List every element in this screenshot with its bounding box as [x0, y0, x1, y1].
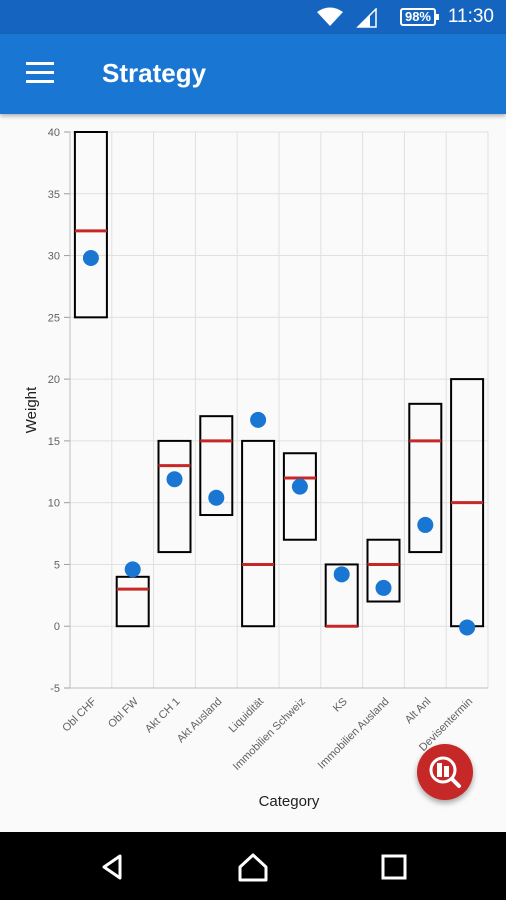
actual-point: [291, 478, 308, 495]
navigation-bar: [0, 832, 506, 900]
y-tick-label: 35: [48, 189, 60, 201]
actual-point: [459, 619, 476, 636]
portfolio-search-button[interactable]: [417, 744, 473, 800]
x-tick-label: Obl FW: [106, 695, 141, 730]
range-box: [199, 415, 234, 517]
x-tick-label: Akt Ausland: [175, 696, 225, 746]
app-bar: Strategy: [0, 34, 506, 114]
actual-point: [82, 250, 99, 267]
actual-point: [375, 579, 392, 596]
y-tick-label: 30: [48, 251, 60, 263]
range-box: [408, 402, 443, 554]
wifi-icon: [317, 7, 343, 26]
home-icon[interactable]: [236, 850, 270, 884]
y-tick-label: 40: [48, 127, 60, 139]
x-tick-label: Liquidität: [227, 696, 267, 736]
recents-icon[interactable]: [377, 850, 411, 884]
signal-icon: [356, 8, 377, 28]
page-title: Strategy: [102, 58, 207, 88]
clock: 11:30: [447, 6, 494, 27]
y-tick-label: 10: [48, 498, 60, 510]
y-tick-label: -5: [50, 683, 60, 695]
actual-point: [124, 561, 141, 578]
actual-point: [208, 489, 225, 506]
range-box: [366, 538, 401, 603]
y-tick-label: 20: [48, 374, 60, 386]
range-box: [73, 131, 108, 319]
hamburger-menu-icon[interactable]: [26, 62, 54, 84]
x-tick-label: Immobilien Ausland: [316, 696, 392, 772]
back-icon[interactable]: [96, 850, 130, 884]
x-axis-title: Category: [259, 793, 320, 810]
y-tick-label: 5: [54, 559, 60, 571]
x-tick-label: KS: [331, 696, 350, 715]
y-tick-label: 25: [48, 312, 60, 324]
x-tick-label: Alt Anl: [403, 696, 434, 727]
actual-point: [417, 516, 434, 533]
actual-point: [333, 566, 350, 583]
x-tick-label: Akt CH 1: [143, 696, 183, 736]
x-tick-label: Obl CHF: [60, 695, 99, 734]
actual-point: [166, 471, 183, 488]
range-box: [282, 452, 317, 541]
actual-point: [250, 411, 267, 428]
y-axis-title: Weight: [23, 386, 40, 433]
y-tick-label: 0: [54, 621, 60, 633]
range-box: [241, 439, 276, 628]
range-box: [157, 439, 192, 554]
y-tick-label: 15: [48, 436, 60, 448]
battery-icon: 98%: [399, 8, 440, 26]
portfolio-search-icon: [429, 756, 461, 788]
x-tick-label: Immobilien Schweiz: [231, 696, 308, 773]
status-bar: 98% 11:30: [0, 0, 506, 34]
